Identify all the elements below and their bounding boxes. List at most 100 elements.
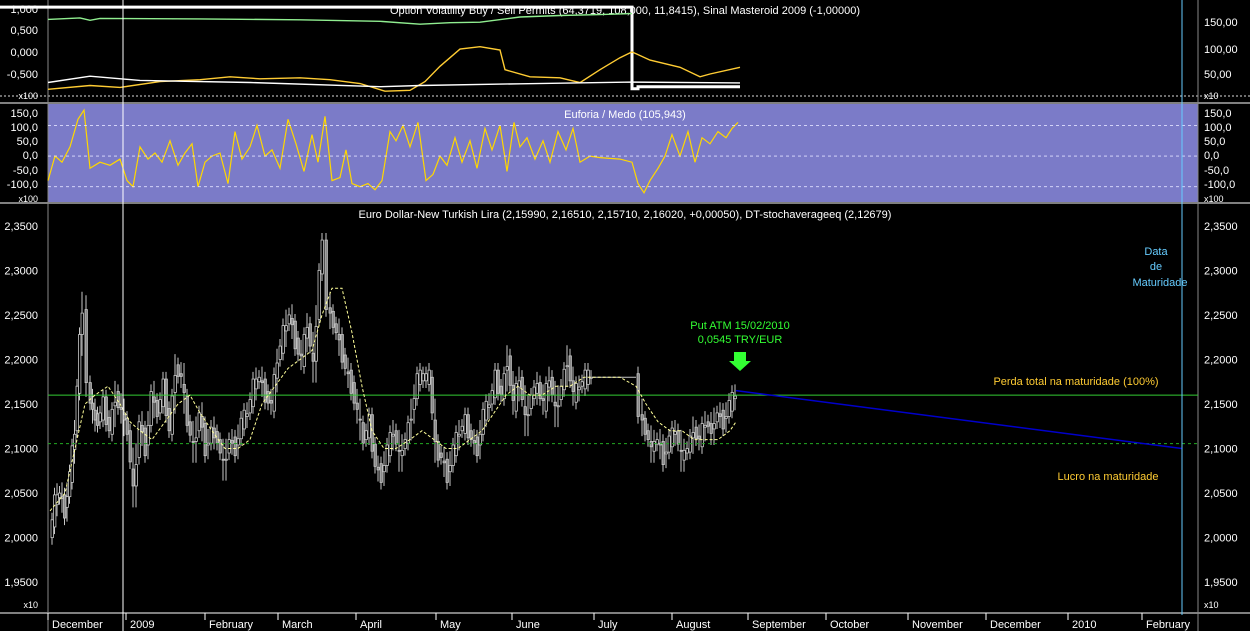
candle-body [209, 426, 213, 444]
candle-body [571, 380, 575, 392]
x-axis-label: September [752, 619, 806, 631]
candle-body [565, 365, 569, 368]
candle-body [53, 494, 57, 528]
candle-body [113, 401, 117, 407]
candle-body [80, 312, 84, 335]
candle-body [164, 378, 168, 416]
candle-body [349, 369, 353, 394]
candle-body [128, 430, 132, 463]
candle-body [379, 463, 383, 483]
candle-body [367, 414, 371, 439]
candle-body [646, 430, 650, 441]
price-right-tick-label: 2,1000 [1204, 444, 1238, 456]
price-panel-title: Euro Dollar-New Turkish Lira (2,15990, 2… [359, 209, 892, 221]
price-left-tick-label: 2,1000 [4, 444, 38, 456]
candle-body [299, 353, 303, 357]
euforia-right-tick-label: 50,0 [1204, 136, 1225, 148]
price-panel-left-axis: 2,3500 2,3000 2,2500 2,2000 2,1500 2,1000 2,05… [4, 221, 38, 610]
price-candles [50, 232, 737, 545]
candle-body [93, 409, 97, 421]
euforia-panel-left-axis: 150,0 100,0 50,0 0,0 -50,0 -100,0 x100 [7, 108, 38, 204]
price-right-tick-label: 2,0000 [1204, 533, 1238, 545]
x-axis-label: December [990, 619, 1041, 631]
candle-body [484, 400, 488, 421]
candle-body [218, 439, 222, 454]
candle-body [424, 373, 428, 382]
candle-body [78, 334, 82, 394]
candle-body [227, 439, 231, 454]
candle-body [88, 382, 92, 404]
candle-body [517, 380, 521, 388]
candle-body [685, 448, 689, 454]
euforia-left-tick-label: 150,0 [10, 108, 38, 120]
x-axis-label: April [360, 619, 382, 631]
candle-body [233, 436, 237, 457]
candle-body [550, 376, 554, 396]
price-right-tick-label: 2,2000 [1204, 354, 1238, 366]
candle-body [514, 383, 518, 412]
candle-body [709, 423, 713, 434]
candle-body [146, 424, 150, 446]
candle-body [361, 422, 365, 444]
candle-body [670, 427, 674, 448]
top-right-tick-label: 50,00 [1204, 69, 1232, 81]
x-axis-label: July [598, 619, 618, 631]
candle-body [134, 464, 138, 487]
top-left-tick-label: -0,500 [7, 69, 38, 81]
stoch-average-line [49, 287, 737, 512]
candle-body [343, 354, 347, 369]
candle-body [91, 402, 95, 410]
candle-body [242, 409, 246, 430]
put-title-annotation: Put ATM 15/02/2010 [690, 320, 789, 332]
candle-body [373, 443, 377, 467]
price-left-tick-label: 2,2500 [4, 310, 38, 322]
x-axis-labels: December 2009 February March April May June Jul… [47, 613, 1191, 631]
euforia-right-tick-label: 150,0 [1204, 108, 1232, 120]
x-axis-label: December [52, 619, 103, 631]
candle-body [643, 417, 647, 435]
price-left-tick-label: 2,2000 [4, 354, 38, 366]
candle-body [137, 421, 141, 458]
candle-body [328, 307, 332, 314]
top-left-tick-label: x100 [18, 91, 38, 101]
candle-body [559, 385, 563, 400]
candle-body [508, 355, 512, 386]
candle-body [697, 435, 701, 440]
euforia-right-tick-label: 0,0 [1204, 150, 1219, 162]
top-left-tick-label: 0,500 [10, 25, 38, 37]
top-series-line [47, 45, 741, 92]
candle-body [337, 334, 341, 341]
candle-body [547, 380, 551, 388]
candle-body [472, 440, 476, 444]
candle-body [143, 427, 147, 457]
put-price-annotation: 0,0545 TRY/EUR [698, 334, 783, 346]
maturity-label-line3: Maturidade [1132, 277, 1187, 289]
candle-body [324, 239, 328, 310]
candle-body [230, 440, 234, 444]
top-right-tick-label: x10 [1204, 91, 1219, 101]
candle-body [493, 369, 497, 399]
candle-body [703, 424, 707, 428]
candle-body [287, 314, 291, 325]
candle-body [257, 376, 261, 383]
candle-body [96, 413, 100, 426]
euforia-left-tick-label: -100,0 [7, 179, 38, 191]
candle-body [314, 326, 318, 362]
candle-body [421, 373, 425, 382]
candle-body [529, 394, 533, 409]
candle-body [466, 414, 470, 439]
candle-body [433, 419, 437, 442]
candle-body [140, 424, 144, 433]
arrow-down-icon [729, 352, 751, 371]
candle-body [418, 369, 422, 385]
candle-body [661, 441, 665, 465]
x-axis-label: February [209, 619, 254, 631]
euforia-left-tick-label: 50,0 [17, 136, 38, 148]
candle-body [499, 385, 503, 396]
candle-body [712, 423, 716, 430]
candle-body [245, 413, 249, 417]
lucro-annotation: Lucro na maturidade [1058, 471, 1159, 483]
candle-body [640, 414, 644, 421]
candle-body [170, 395, 174, 435]
candle-body [331, 310, 335, 328]
